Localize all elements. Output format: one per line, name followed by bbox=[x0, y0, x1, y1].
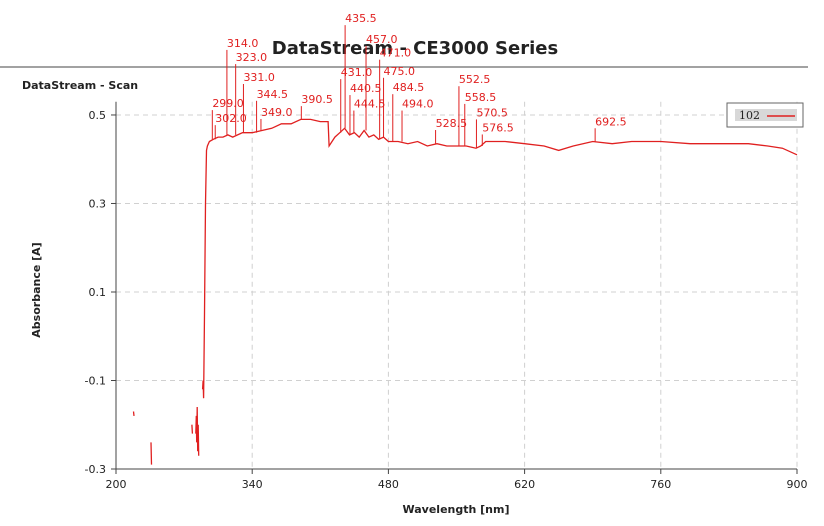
peak-label: 457.0 bbox=[366, 33, 398, 46]
peak-label: 692.5 bbox=[595, 115, 627, 128]
peak-label: 431.0 bbox=[341, 66, 373, 79]
peak-label: 390.5 bbox=[301, 93, 333, 106]
peak-label: 349.0 bbox=[261, 106, 293, 119]
peak-label: 552.5 bbox=[459, 73, 491, 86]
x-axis-label: Wavelength [nm] bbox=[403, 503, 510, 516]
peak-label: 344.5 bbox=[257, 88, 289, 101]
x-tick-label: 900 bbox=[787, 478, 808, 491]
peak-label: 494.0 bbox=[402, 98, 434, 111]
window-title: DataStream - CE3000 Series bbox=[272, 38, 558, 59]
chart-title: DataStream - Scan bbox=[22, 79, 138, 92]
legend-label: 102 bbox=[739, 109, 760, 122]
peak-label: 323.0 bbox=[236, 51, 268, 64]
peak-label: 576.5 bbox=[482, 121, 514, 134]
peak-label: 299.0 bbox=[212, 97, 244, 110]
peak-label: 471.0 bbox=[380, 47, 412, 60]
y-tick-label: 0.3 bbox=[89, 197, 107, 210]
peak-label: 528.5 bbox=[436, 117, 468, 130]
peak-label: 444.5 bbox=[354, 98, 386, 111]
peak-label: 570.5 bbox=[476, 106, 508, 119]
y-axis-label: Absorbance [A] bbox=[30, 242, 43, 337]
x-tick-label: 620 bbox=[514, 478, 535, 491]
legend-highlight bbox=[735, 109, 797, 121]
x-tick-label: 480 bbox=[378, 478, 399, 491]
y-tick-label: 0.5 bbox=[89, 109, 107, 122]
peak-label: 331.0 bbox=[243, 71, 274, 84]
peak-label: 435.5 bbox=[345, 12, 377, 25]
y-tick-label: 0.1 bbox=[89, 286, 107, 299]
peak-label: 484.5 bbox=[393, 81, 425, 94]
peak-label: 475.0 bbox=[384, 65, 416, 78]
x-tick-label: 760 bbox=[650, 478, 671, 491]
y-tick-label: -0.3 bbox=[85, 463, 106, 476]
spectrum-line bbox=[132, 118, 798, 465]
y-tick-label: -0.1 bbox=[85, 374, 106, 387]
x-tick-label: 200 bbox=[106, 478, 127, 491]
peak-label: 314.0 bbox=[227, 37, 258, 50]
x-tick-label: 340 bbox=[242, 478, 263, 491]
peak-label: 558.5 bbox=[465, 91, 497, 104]
peak-label: 302.0 bbox=[215, 112, 247, 125]
